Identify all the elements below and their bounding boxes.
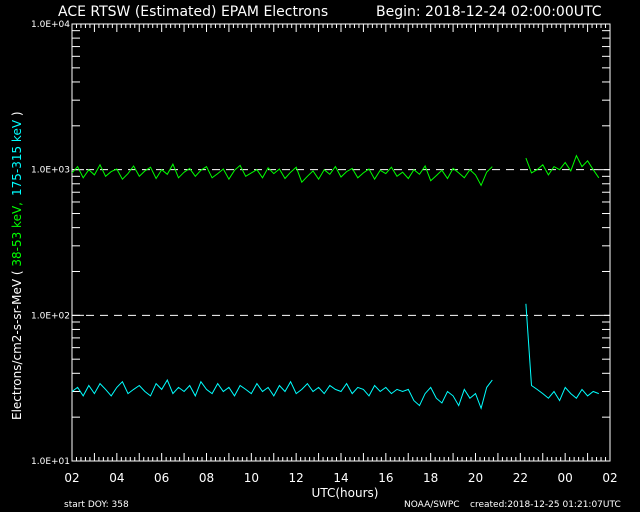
x-axis-label: UTC(hours) (312, 486, 379, 500)
chart-title: ACE RTSW (Estimated) EPAM Electrons (58, 4, 328, 20)
x-tick-label: 16 (378, 471, 393, 485)
y-axis-label-prefix: Electrons/cm2-s-sr-MeV ( (10, 267, 24, 420)
created-timestamp: created:2018-12-25 01:21:07UTC (470, 500, 621, 510)
x-tick-label: 04 (109, 471, 124, 485)
start-doy: start DOY: 358 (64, 500, 129, 510)
plot-axes (71, 23, 611, 462)
x-tick-label: 10 (244, 471, 259, 485)
source-label: NOAA/SWPC (404, 500, 460, 510)
x-tick-label: 02 (64, 471, 79, 485)
y-axis-label-suffix: ) (10, 111, 24, 120)
x-tick-label: 12 (289, 471, 304, 485)
y-tick-labels: 1.0E+04 1.0E+03 1.0E+02 1.0E+01 (31, 20, 70, 467)
x-tick-labels: 02 04 06 08 10 12 14 16 18 20 22 00 02 (64, 471, 617, 485)
threshold-lines (72, 169, 610, 316)
axis-ticks (71, 24, 611, 462)
plot-frame (71, 23, 611, 462)
x-tick-label: 02 (602, 471, 617, 485)
begin-time-label: Begin: 2018-12-24 02:00:00UTC (376, 4, 602, 20)
x-tick-label: 18 (423, 471, 438, 485)
y-tick-label: 1.0E+02 (31, 311, 70, 321)
y-tick-label: 1.0E+03 (31, 166, 70, 176)
x-tick-label: 22 (513, 471, 528, 485)
x-tick-label: 20 (468, 471, 483, 485)
x-tick-label: 00 (558, 471, 573, 485)
x-tick-label: 08 (199, 471, 214, 485)
series-line-2 (71, 303, 599, 410)
x-tick-label: 06 (154, 471, 169, 485)
y-axis-label-series2: 175-315 keV (10, 119, 24, 196)
y-axis-label: Electrons/cm2-s-sr-MeV ( 38-53 keV, 175-3… (10, 111, 24, 420)
series-line-1 (71, 154, 600, 187)
series-lines (71, 154, 600, 410)
y-tick-label: 1.0E+01 (31, 457, 70, 467)
y-axis-label-series1: 38-53 keV, (10, 202, 24, 267)
y-tick-label: 1.0E+04 (31, 20, 70, 30)
x-tick-label: 14 (333, 471, 348, 485)
